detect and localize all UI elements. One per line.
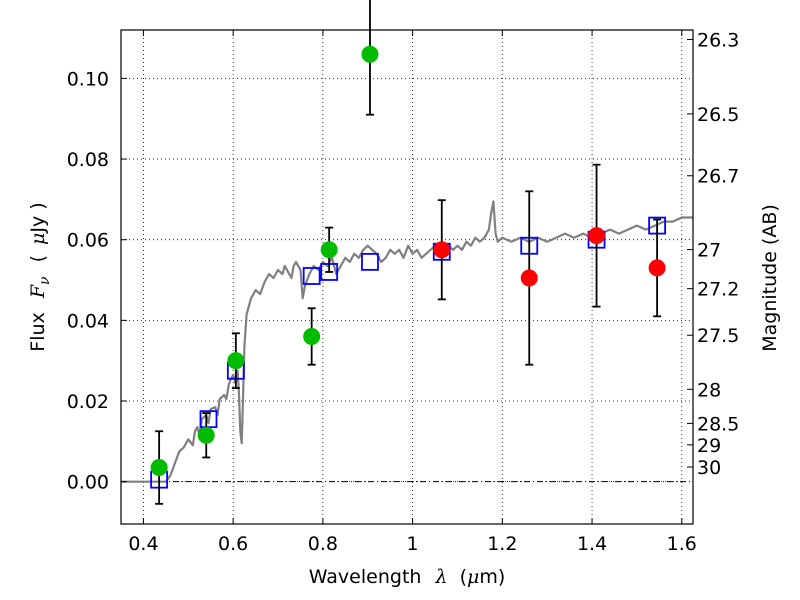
plot-frame <box>120 29 694 525</box>
x-tick-label: 1.6 <box>667 533 697 555</box>
plot-area <box>121 30 693 524</box>
model-photometry-square <box>302 267 321 285</box>
magnitude-tick-label: 28 <box>697 379 721 401</box>
magnitude-tick-label: 27.5 <box>697 325 739 347</box>
x-axis-title-units: m) <box>479 566 505 588</box>
observed-flux-point <box>588 227 606 245</box>
y-axis-title-mu: μ <box>27 233 49 245</box>
y-axis-title-subscript: ν <box>37 276 53 285</box>
y-axis-title-units: Jy ) <box>27 202 49 233</box>
x-tick-label: 0.4 <box>128 533 158 555</box>
y-tick-label: 0.00 <box>67 472 109 494</box>
y-axis-title-paren: ( <box>27 255 49 262</box>
magnitude-axis-title: Magnitude (AB) <box>759 204 781 352</box>
magnitude-tick-label: 26.7 <box>697 166 739 188</box>
model-spectrum-line <box>121 200 693 483</box>
y-tick-label: 0.04 <box>67 310 109 332</box>
x-axis-title: Wavelength λ (μm) <box>309 566 506 588</box>
x-axis-ticks: 0.4 0.6 0.8 1 1.2 1.4 1.6 <box>128 30 697 555</box>
y-tick-label: 0.06 <box>67 230 109 252</box>
y-axis-title-symbol: F <box>27 284 49 299</box>
observed-flux-point <box>227 352 245 370</box>
x-axis-title-paren: ( <box>460 566 467 588</box>
x-tick-label: 1 <box>407 533 419 555</box>
magnitude-tick-label: 30 <box>697 457 721 479</box>
model-spectrum-layer <box>121 200 693 483</box>
observed-flux-point <box>433 241 451 259</box>
x-tick-label: 1.4 <box>577 533 607 555</box>
observed-flux-point <box>361 45 379 63</box>
magnitude-tick-label: 27.2 <box>697 279 739 301</box>
observed-flux-point <box>150 459 168 477</box>
x-tick-label: 0.6 <box>218 533 248 555</box>
observed-flux-point <box>303 327 321 345</box>
magnitude-tick-label: 26.5 <box>697 104 739 126</box>
magnitude-tick-label: 26.3 <box>697 29 739 51</box>
observed-flux-point <box>520 269 538 287</box>
observed-flux-point <box>648 259 666 277</box>
x-axis-title-text: Wavelength <box>309 566 422 588</box>
model-photometry-square <box>361 252 379 271</box>
magnitude-tick-label: 27 <box>697 240 721 262</box>
x-axis-title-symbol: λ <box>434 566 447 588</box>
x-tick-label: 1.2 <box>487 533 517 555</box>
observed-flux-point <box>197 426 215 444</box>
y-axis-title-text: Flux <box>27 312 49 352</box>
magnitude-tick-label: 28.5 <box>697 413 739 435</box>
y-tick-label: 0.08 <box>67 149 109 171</box>
y-axis-ticks: 0.00 0.02 0.04 0.06 0.08 0.10 <box>67 68 127 494</box>
y-tick-label: 0.10 <box>67 68 109 90</box>
magnitude-tick-label: 29 <box>697 435 721 457</box>
y-tick-label: 0.02 <box>67 391 109 413</box>
x-tick-label: 0.8 <box>308 533 338 555</box>
y-axis-title: Flux Fν ( μJy ) <box>27 202 54 351</box>
data-markers-layer <box>150 0 667 505</box>
x-axis-title-mu: μ <box>467 566 479 588</box>
observed-flux-point <box>320 241 338 259</box>
